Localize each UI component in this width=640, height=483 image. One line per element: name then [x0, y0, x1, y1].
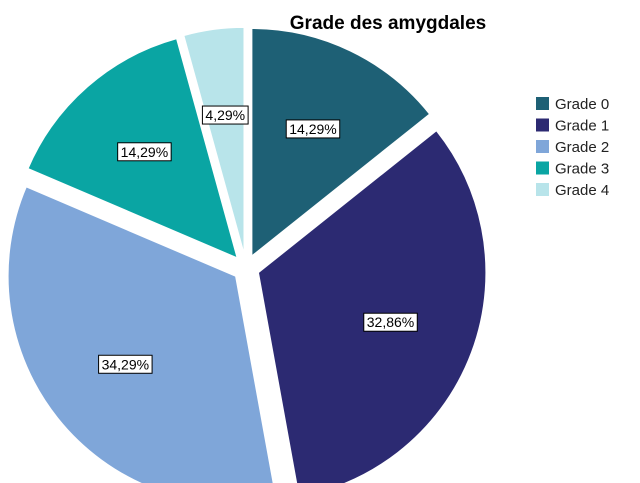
legend-item-grade-0: Grade 0 [536, 96, 609, 113]
legend-label: Grade 3 [555, 161, 609, 178]
legend-item-grade-2: Grade 2 [536, 139, 609, 156]
data-label-text: 4,29% [205, 107, 245, 123]
data-label-box [363, 312, 418, 332]
chart-title: Grade des amygdales [290, 13, 486, 34]
legend-item-grade-4: Grade 4 [536, 182, 609, 199]
legend-swatch [536, 140, 549, 153]
legend-label: Grade 2 [555, 139, 609, 156]
pie-slices [7, 26, 487, 483]
legend-swatch [536, 161, 549, 175]
legend-item-grade-3: Grade 3 [536, 161, 609, 178]
legend-swatch [536, 118, 549, 132]
data-labels: 14,29% 32,86% 34,29% 14,29% 4,29% [98, 105, 418, 374]
data-label-grade-3: 14,29% [117, 142, 172, 162]
legend-swatch [536, 183, 549, 196]
legend-label: Grade 1 [555, 118, 609, 135]
data-label-grade-0: 14,29% [285, 119, 341, 139]
legend-label: Grade 4 [555, 182, 609, 199]
data-label-text: 32,86% [367, 314, 414, 330]
data-label-text: 14,29% [289, 121, 336, 137]
data-label-grade-4: 4,29% [201, 105, 249, 125]
pie-slice-grade-4 [182, 26, 246, 256]
legend: Grade 0 Grade 1 Grade 2 Grade 3 Grade 4 [536, 96, 609, 199]
pie-slice-grade-0 [250, 27, 431, 258]
data-label-box [117, 142, 172, 162]
data-label-box [285, 119, 341, 139]
data-label-box [98, 354, 153, 374]
data-label-text: 34,29% [102, 356, 149, 372]
pie-slice-grade-1 [257, 129, 487, 483]
legend-swatch [536, 97, 549, 110]
data-label-grade-2: 34,29% [98, 354, 153, 374]
data-label-grade-1: 32,86% [363, 312, 418, 332]
legend-item-grade-1: Grade 1 [536, 118, 609, 135]
legend-label: Grade 0 [555, 96, 609, 113]
data-label-box [201, 105, 249, 125]
pie-slice-grade-2 [7, 185, 275, 483]
data-label-text: 14,29% [121, 144, 168, 160]
